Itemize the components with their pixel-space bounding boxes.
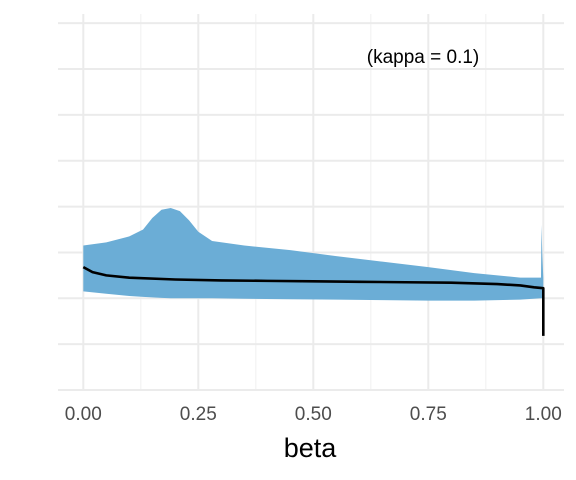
- marks: [82, 207, 545, 336]
- x-tick-label: 1.00: [525, 404, 562, 425]
- x-tick-label: 0.75: [410, 404, 447, 425]
- grid-major: [58, 14, 564, 391]
- x-tick-label: 0.25: [180, 404, 217, 425]
- x-tick-label: 0.50: [295, 404, 332, 425]
- mean-line: [82, 265, 545, 336]
- grid-minor: [140, 14, 487, 390]
- x-tick-label: 0.00: [65, 404, 102, 425]
- x-tick-labels: 0.00 0.25 0.50 0.75 1.00: [65, 404, 562, 425]
- x-axis-title: beta: [284, 433, 338, 463]
- uncertainty-band: [83, 207, 544, 301]
- kappa-annotation: (kappa = 0.1): [367, 47, 480, 68]
